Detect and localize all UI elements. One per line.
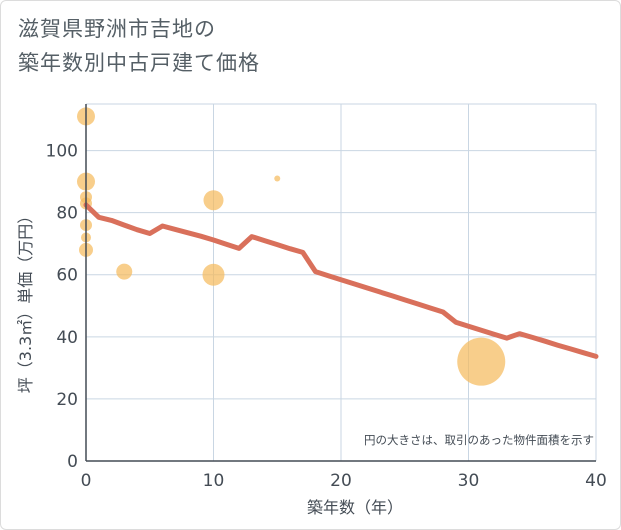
y-tick-label: 20 bbox=[56, 390, 78, 410]
x-tick-label: 20 bbox=[330, 471, 352, 491]
bubble-point bbox=[116, 263, 133, 280]
y-axis-label: 坪（3.3㎡）単価（万円） bbox=[16, 208, 35, 393]
x-tick-label: 0 bbox=[81, 471, 92, 491]
bubble-point bbox=[202, 263, 225, 286]
x-tick-label: 30 bbox=[458, 471, 480, 491]
x-tick-label: 10 bbox=[203, 471, 225, 491]
chart-title-line2: 築年数別中古戸建て価格 bbox=[18, 51, 260, 75]
bubbles bbox=[77, 107, 506, 386]
trend-line-group bbox=[83, 202, 599, 359]
bubble-point bbox=[457, 337, 506, 386]
chart-title-line1: 滋賀県野洲市吉地の bbox=[18, 17, 216, 41]
bubble-point bbox=[203, 190, 224, 211]
chart-title: 滋賀県野洲市吉地の 築年数別中古戸建て価格 bbox=[18, 12, 260, 80]
bubble-size-note: 円の大きさは、取引のあった物件面積を示す bbox=[364, 433, 594, 447]
trend-line bbox=[83, 202, 599, 359]
y-tick-label: 0 bbox=[67, 452, 78, 472]
bubble-point bbox=[274, 175, 281, 182]
y-tick-label: 100 bbox=[46, 142, 78, 162]
y-tick-label: 60 bbox=[56, 266, 78, 286]
y-tick-label: 40 bbox=[56, 328, 78, 348]
x-tick-label: 40 bbox=[585, 471, 607, 491]
axes: 0 20 40 60 80 100 0 10 20 30 40 bbox=[46, 104, 607, 491]
x-axis-label: 築年数（年） bbox=[307, 498, 403, 517]
grid-lines bbox=[86, 103, 597, 461]
y-tick-label: 80 bbox=[56, 204, 78, 224]
